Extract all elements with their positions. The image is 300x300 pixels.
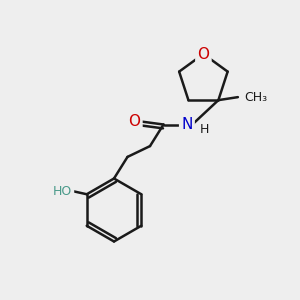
Text: H: H <box>200 122 209 136</box>
Text: O: O <box>128 114 140 129</box>
Text: O: O <box>197 46 209 62</box>
Text: HO: HO <box>53 185 72 198</box>
Text: N: N <box>181 117 193 132</box>
Text: CH₃: CH₃ <box>244 91 267 103</box>
